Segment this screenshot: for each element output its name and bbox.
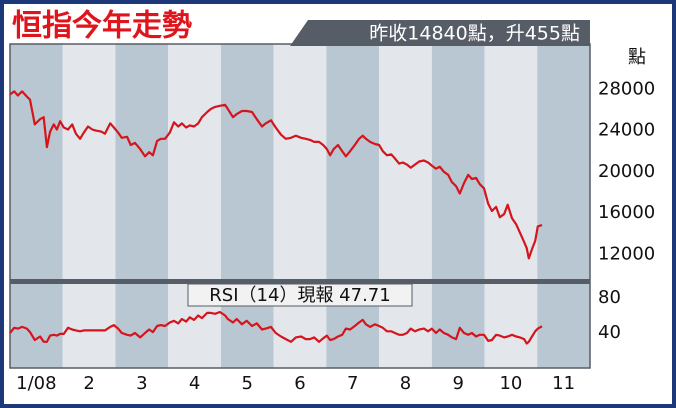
data-line	[9, 90, 543, 260]
x-tick-label: 2	[83, 373, 94, 394]
chart-title: 恒指今年走勢	[12, 9, 192, 44]
x-tick-label: 10	[499, 373, 522, 394]
x-tick-label: 4	[189, 373, 200, 394]
header-text: 昨收14840點，升455點	[369, 23, 580, 45]
y-tick-label: 80	[598, 287, 621, 308]
x-tick-label: 5	[242, 373, 253, 394]
y-tick-label: 28000	[598, 78, 655, 99]
y-tick-label: 12000	[598, 243, 655, 264]
y-axis-label: 點	[628, 47, 646, 68]
y-tick-label: 40	[598, 322, 621, 343]
x-tick-label: 11	[552, 373, 575, 394]
y-tick-label: 20000	[598, 161, 655, 182]
month-band	[115, 44, 169, 368]
month-band	[537, 44, 590, 368]
plot-border	[9, 43, 591, 369]
month-band	[484, 44, 538, 368]
rsi-label: RSI（14）現報 47.71	[209, 285, 390, 306]
x-tick-label: 8	[400, 373, 411, 394]
rsi-label-box	[187, 283, 413, 307]
x-tick-label: 7	[347, 373, 358, 394]
month-band	[431, 44, 485, 368]
month-band	[10, 44, 63, 368]
x-tick-label: 9	[452, 373, 463, 394]
x-tick-label: 3	[136, 373, 147, 394]
header-box	[290, 20, 590, 46]
month-band	[273, 44, 327, 368]
month-band	[326, 44, 380, 368]
y-tick-label: 24000	[598, 120, 655, 141]
month-band	[379, 44, 432, 368]
month-band	[220, 44, 274, 368]
month-band	[62, 44, 116, 368]
y-tick-label: 16000	[598, 202, 655, 223]
x-tick-label: 6	[294, 373, 305, 394]
bands	[10, 44, 590, 368]
data-line	[9, 310, 543, 345]
x-tick-label: 1/08	[16, 373, 56, 394]
panel-separator	[10, 279, 590, 284]
